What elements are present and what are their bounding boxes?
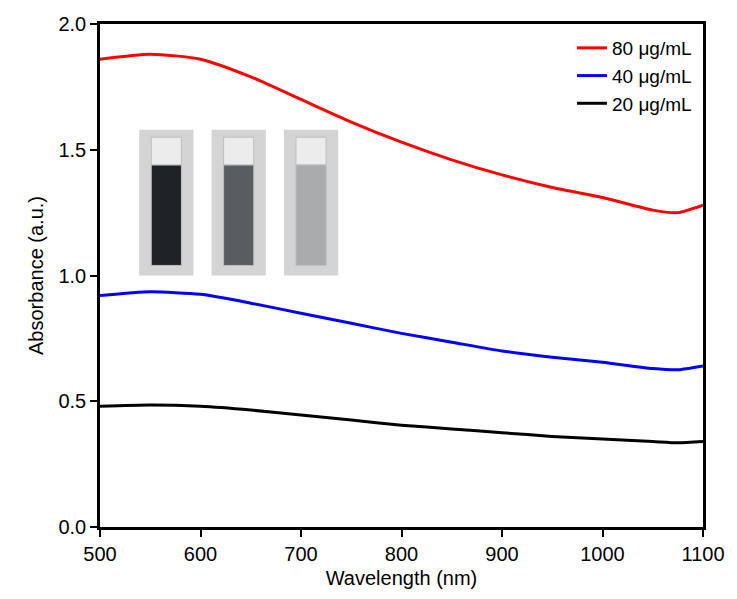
- svg-text:1000: 1000: [580, 543, 625, 565]
- svg-text:700: 700: [284, 543, 317, 565]
- svg-text:600: 600: [184, 543, 217, 565]
- svg-text:20 μg/mL: 20 μg/mL: [612, 94, 692, 115]
- svg-text:2.0: 2.0: [58, 13, 86, 35]
- svg-text:1.0: 1.0: [58, 265, 86, 287]
- svg-text:Absorbance (a.u.): Absorbance (a.u.): [25, 196, 47, 355]
- svg-text:900: 900: [485, 543, 518, 565]
- svg-text:0.5: 0.5: [58, 390, 86, 412]
- svg-text:40 μg/mL: 40 μg/mL: [612, 66, 692, 87]
- svg-text:1100: 1100: [681, 543, 724, 565]
- svg-text:500: 500: [83, 543, 116, 565]
- svg-text:800: 800: [385, 543, 418, 565]
- svg-text:80 μg/mL: 80 μg/mL: [612, 38, 692, 59]
- svg-text:Wavelength (nm): Wavelength (nm): [326, 567, 478, 589]
- svg-text:0.0: 0.0: [58, 516, 86, 538]
- svg-text:1.5: 1.5: [58, 139, 86, 161]
